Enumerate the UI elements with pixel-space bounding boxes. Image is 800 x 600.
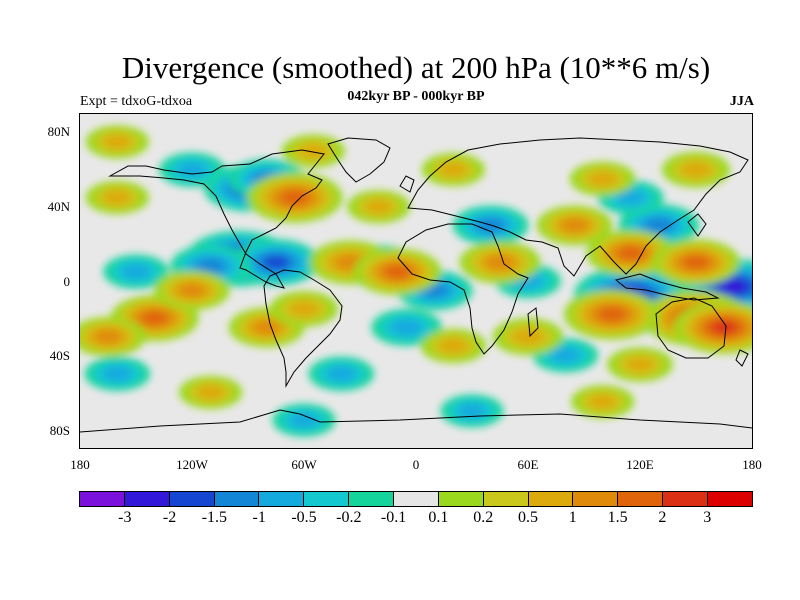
- contour-blob: [102, 366, 132, 382]
- coastline-layer: [80, 137, 752, 433]
- contour-blob: [299, 143, 328, 159]
- colorbar-label: -3: [118, 509, 132, 526]
- colorbar-swatch: [259, 492, 305, 506]
- colorbar-label: -0.1: [380, 509, 407, 526]
- contour-blob: [644, 217, 673, 233]
- colorbar-label: 0.5: [518, 509, 538, 526]
- x-axis-label: 180: [70, 457, 90, 472]
- x-axis-label: 120E: [626, 457, 654, 472]
- x-axis-label: 180: [742, 457, 762, 472]
- contour-blob: [598, 307, 626, 322]
- colorbar-label: 0.1: [428, 509, 449, 526]
- contour-blob: [680, 161, 712, 178]
- contour-blob: [439, 162, 468, 177]
- contour-blob: [177, 162, 207, 178]
- divergence-map: [80, 125, 752, 437]
- contour-blob: [616, 189, 646, 206]
- x-axis-label: 0: [412, 457, 420, 472]
- contour-blob: [263, 255, 289, 270]
- greenland-coast: [327, 137, 391, 183]
- south-america-coast: [263, 269, 343, 388]
- colorbar-label: -0.5: [291, 509, 317, 526]
- contour-blob: [625, 356, 655, 373]
- map-subtitle: 042kyr BP - 000kyr BP: [347, 89, 485, 104]
- contour-blob: [103, 190, 132, 205]
- experiment-label: Expt = tdxoG-tdxoa: [80, 94, 193, 109]
- contour-blob: [588, 171, 618, 187]
- uk-coast: [399, 175, 415, 193]
- x-axis-label: 120W: [176, 457, 208, 472]
- colorbar-swatch: [438, 492, 484, 506]
- contour-blob: [390, 319, 423, 336]
- season-label: JJA: [729, 94, 754, 109]
- y-axis-label: 40S: [49, 348, 70, 363]
- contour-blob: [438, 338, 468, 354]
- colorbar: [79, 491, 753, 507]
- colorbar-label: 1: [568, 509, 577, 526]
- colorbar-label: -1.5: [201, 509, 228, 526]
- new-zealand-coast: [735, 349, 749, 367]
- contour-blob: [196, 258, 225, 274]
- colorbar-label: -0.2: [336, 509, 362, 526]
- contour-blob: [142, 311, 168, 325]
- contour-blob: [288, 300, 320, 317]
- contour-blob: [384, 265, 410, 279]
- colorbar-swatch: [169, 492, 215, 506]
- colorbar-label: -1: [252, 509, 266, 526]
- contour-blob: [711, 320, 737, 334]
- madagascar-coast: [527, 307, 539, 338]
- colorbar-swatch: [618, 492, 664, 506]
- maritime-continent-coast: [614, 273, 720, 301]
- map-title: Divergence (smoothed) at 200 hPa (10**6 …: [121, 50, 711, 85]
- colorbar-swatch: [708, 492, 752, 506]
- africa-coast: [397, 223, 529, 355]
- contour-blob: [512, 328, 544, 345]
- contour-blob: [253, 320, 280, 335]
- contour-blob: [121, 264, 151, 280]
- eurasia-coast: [407, 137, 749, 277]
- japan-coast: [687, 213, 707, 237]
- contour-blob: [683, 255, 709, 270]
- contour-blob: [458, 403, 486, 419]
- colorbar-swatch: [573, 492, 619, 506]
- colorbar-swatch: [483, 492, 529, 506]
- colorbar-label: 0.2: [473, 509, 494, 526]
- colorbar-label: -2: [162, 509, 177, 526]
- contour-blob: [280, 190, 309, 205]
- contour-blob: [364, 199, 393, 215]
- y-axis-label: 40N: [47, 199, 70, 214]
- map-plot-area: [79, 113, 753, 449]
- contour-blob: [550, 347, 580, 363]
- contour-blob: [561, 218, 588, 233]
- contour-fill-layer: [80, 125, 752, 437]
- contour-blob: [103, 134, 132, 150]
- colorbar-swatch: [124, 492, 170, 506]
- colorbar-label: 1.5: [607, 509, 628, 526]
- colorbar-swatch: [394, 492, 439, 506]
- colorbar-swatch: [349, 492, 395, 506]
- contour-blob: [94, 329, 122, 344]
- north-america-coast: [108, 149, 325, 289]
- contour-blob: [618, 246, 644, 260]
- x-axis-label: 60E: [517, 457, 539, 472]
- contour-blob: [588, 394, 617, 409]
- colorbar-swatch: [214, 492, 260, 506]
- colorbar-label: 3: [703, 509, 712, 526]
- antarctica-coast: [80, 409, 752, 433]
- colorbar-label: 2: [658, 509, 667, 526]
- colorbar-swatch: [663, 492, 709, 506]
- y-axis-label: 0: [63, 274, 71, 289]
- colorbar-swatch: [80, 492, 125, 506]
- y-axis-label: 80N: [47, 124, 70, 139]
- contour-blob: [290, 412, 318, 428]
- colorbar-swatch: [304, 492, 350, 506]
- colorbar-swatch: [528, 492, 574, 506]
- australia-coast: [655, 297, 727, 359]
- x-axis-label: 60W: [291, 457, 317, 472]
- contour-blob: [720, 279, 747, 294]
- contour-blob: [178, 283, 206, 298]
- y-axis-label: 80S: [49, 423, 70, 438]
- contour-blob: [196, 385, 225, 400]
- contour-blob: [326, 366, 356, 382]
